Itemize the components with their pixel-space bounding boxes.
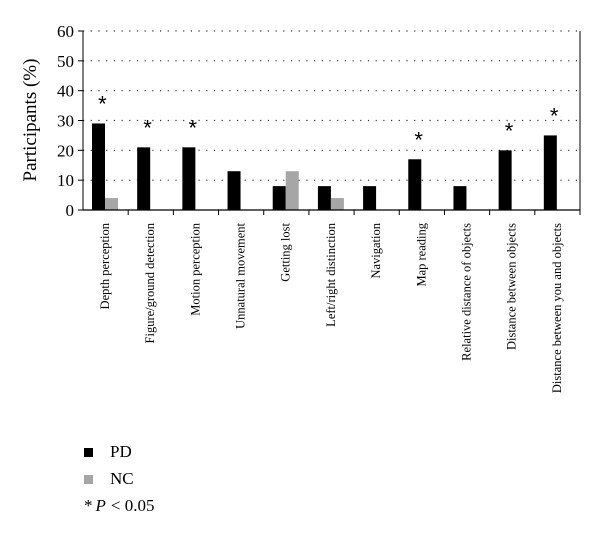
x-tick-label: Getting lost: [279, 222, 293, 281]
legend-item-pd: PD: [84, 440, 284, 464]
bar-pd: [408, 159, 422, 210]
significance-note-marker: *: [84, 496, 93, 515]
significance-note-p: P: [95, 496, 106, 515]
bar-chart: * * * * * * 0 10 20 30 40 50 60 Depth perception Fig…: [20, 22, 581, 393]
bar-pd: [543, 135, 557, 210]
y-axis-label: Participants (%): [20, 59, 41, 182]
bar-pd: [182, 147, 196, 210]
x-axis: Depth perception Figure/ground detection M…: [83, 209, 581, 393]
legend-swatch-pd: [84, 447, 93, 457]
x-tick-label: Motion perception: [188, 222, 202, 315]
significance-star: *: [188, 115, 197, 140]
legend-swatch-nc: [84, 474, 93, 484]
bar-pd: [227, 171, 241, 210]
bar-nc: [285, 171, 299, 210]
significance-markers: * * * * * *: [98, 91, 559, 152]
bar-pd: [272, 186, 286, 210]
bar-pd: [453, 186, 467, 210]
bars: [92, 123, 557, 210]
x-tick-label: Navigation: [369, 222, 383, 278]
significance-note: * P < 0.05: [84, 494, 284, 518]
significance-star: *: [505, 118, 514, 143]
legend-label-pd: PD: [110, 442, 132, 461]
bar-pd: [317, 186, 331, 210]
bar-pd: [92, 123, 105, 210]
significance-star: *: [98, 91, 107, 116]
y-tick-label: 20: [57, 141, 74, 160]
x-tick-label: Left/right distinction: [324, 222, 338, 327]
legend-label-nc: NC: [110, 469, 134, 488]
x-tick-label: Depth perception: [98, 222, 112, 309]
significance-star: *: [550, 103, 559, 128]
x-tick-label: Distance between objects: [505, 223, 519, 350]
y-tick-label: 60: [57, 22, 74, 41]
x-tick-label: Figure/ground detection: [143, 222, 157, 343]
y-tick-label: 50: [57, 52, 74, 71]
significance-note-threshold: < 0.05: [110, 496, 155, 515]
y-axis: 0 10 20 30 40 50 60: [57, 22, 581, 220]
bar-nc: [330, 198, 344, 210]
significance-star: *: [143, 115, 152, 140]
y-tick-label: 0: [66, 201, 75, 220]
bar-nc: [105, 198, 118, 210]
legend: PD NC * P < 0.05: [84, 440, 284, 518]
y-tick-label: 30: [57, 112, 74, 131]
x-tick-label: Map reading: [414, 222, 428, 286]
bar-pd: [137, 147, 151, 210]
significance-star: *: [414, 127, 423, 152]
bar-pd: [498, 150, 512, 210]
bar-pd: [363, 186, 377, 210]
y-tick-label: 10: [57, 171, 74, 190]
x-tick-label: Distance between you and objects: [550, 223, 564, 393]
x-tick-label: Unnatural movement: [234, 222, 248, 328]
x-tick-label: Relative distance of objects: [459, 223, 473, 361]
legend-item-nc: NC: [84, 467, 284, 491]
y-tick-label: 40: [57, 82, 74, 101]
